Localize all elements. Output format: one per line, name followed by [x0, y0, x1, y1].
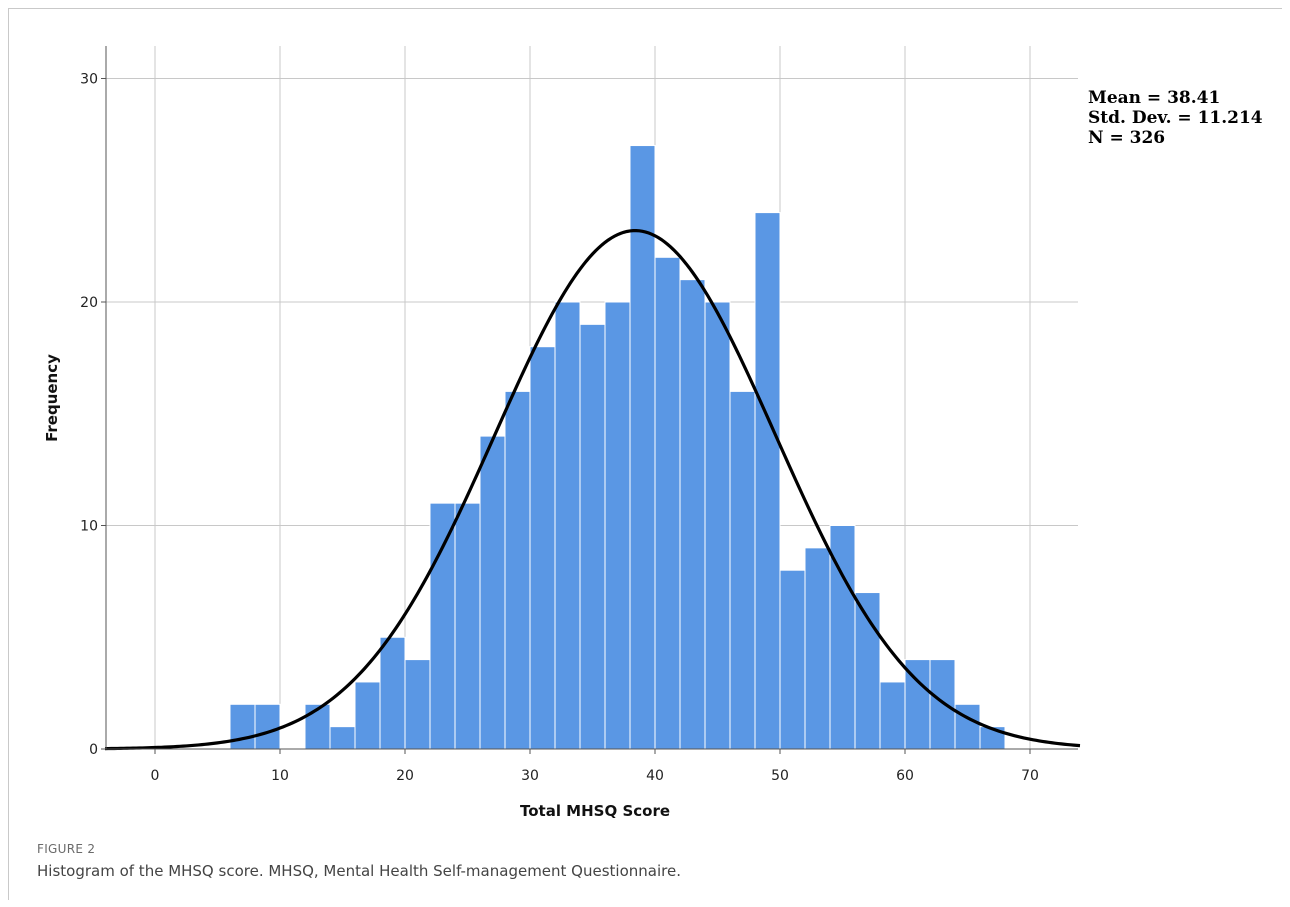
- x-tick-label: 10: [271, 768, 289, 784]
- histogram-bar: [504, 390, 531, 750]
- histogram-bar: [954, 703, 981, 750]
- normal-curve-layer: [104, 229, 1081, 751]
- histogram-bar: [529, 346, 556, 750]
- histogram-bar: [929, 659, 956, 750]
- x-tick-label: 60: [896, 768, 914, 784]
- x-tick-label: 70: [1021, 768, 1039, 784]
- histogram-bar: [654, 256, 681, 750]
- histogram-bar: [804, 547, 831, 750]
- histogram-bar: [479, 435, 506, 750]
- x-tick-label: 0: [151, 768, 160, 784]
- histogram-bar: [704, 301, 731, 750]
- axes: [101, 46, 1078, 754]
- histogram-bar: [579, 323, 606, 750]
- x-tick-label: 40: [646, 768, 664, 784]
- histogram-bar: [429, 502, 456, 750]
- figure-label: FIGURE 2: [37, 842, 96, 856]
- histogram-bar: [379, 636, 406, 750]
- x-tick-label: 30: [521, 768, 539, 784]
- figure-caption: Histogram of the MHSQ score. MHSQ, Menta…: [37, 862, 681, 880]
- x-tick-label: 50: [771, 768, 789, 784]
- histogram-bar: [229, 703, 256, 750]
- x-axis-title: Total MHSQ Score: [520, 802, 670, 820]
- y-tick-label: 30: [80, 72, 98, 88]
- histogram-bar: [679, 279, 706, 750]
- histogram-bar: [754, 212, 781, 750]
- normal-curve: [104, 229, 1081, 751]
- histogram-bar: [779, 569, 806, 750]
- y-tick-label: 10: [80, 519, 98, 535]
- histogram-bar: [729, 390, 756, 750]
- histogram-bar: [879, 681, 906, 750]
- stat-std-dev: Std. Dev. = 11.214: [1088, 108, 1263, 128]
- histogram-bar: [454, 502, 481, 750]
- histogram-bar: [629, 145, 656, 750]
- figure-frame: [8, 8, 1282, 900]
- stat-mean: Mean = 38.41: [1088, 88, 1221, 108]
- y-tick-label: 20: [80, 295, 98, 311]
- stats-box: Mean = 38.41 Std. Dev. = 11.214 N = 326: [1088, 88, 1263, 148]
- tick-labels: 0 10 20 30 40 50 60 70 0 10 20 30: [80, 72, 1039, 785]
- histogram-bar: [354, 681, 381, 750]
- histogram-bar: [329, 726, 356, 750]
- stat-n: N = 326: [1088, 128, 1166, 148]
- y-tick-label: 0: [89, 742, 98, 758]
- x-tick-label: 20: [396, 768, 414, 784]
- histogram-bar: [554, 301, 581, 750]
- histogram-bar: [254, 703, 281, 750]
- histogram-bar: [604, 301, 631, 750]
- y-axis-title: Frequency: [43, 354, 61, 442]
- histogram-bar: [404, 659, 431, 750]
